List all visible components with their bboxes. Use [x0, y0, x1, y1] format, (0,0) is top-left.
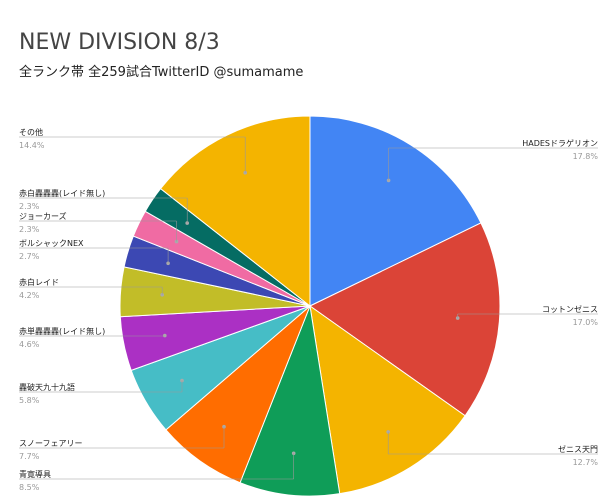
leader-dot-2 — [455, 316, 460, 320]
slice-percent-2: 17.0% — [573, 318, 599, 327]
slice-label-7: 赤単轟轟轟(レイド無し) — [19, 326, 105, 336]
pie-slice-2 — [309, 222, 501, 417]
slice-percent-12: 14.4% — [19, 141, 45, 150]
slice-percent-1: 17.8% — [573, 152, 599, 161]
slice-percent-6: 5.8% — [19, 396, 40, 405]
slice-percent-10: 2.3% — [19, 225, 40, 234]
slice-label-10: ジョーカーズ — [19, 211, 67, 221]
pie-slice-3 — [309, 304, 466, 495]
slice-label-1: HADESドラゲリオン — [522, 138, 598, 148]
pie-slice-1 — [309, 115, 482, 307]
slice-percent-9: 2.7% — [19, 252, 40, 261]
slice-percent-4: 8.5% — [19, 483, 40, 492]
slice-percent-11: 2.3% — [19, 202, 40, 211]
slice-label-9: ボルシャックNEX — [19, 239, 84, 248]
slice-label-11: 赤白轟轟轟(レイド無し) — [19, 188, 105, 198]
slice-label-6: 轟破天九十九語 — [19, 382, 75, 392]
slice-labels: HADESドラゲリオン 17.8% コットンゼニス 17.0% ゼニス天門 12.7% 青寛… — [19, 127, 598, 492]
slice-label-3: ゼニス天門 — [558, 444, 598, 454]
slice-percent-8: 4.2% — [19, 291, 40, 300]
slice-label-4: 青寛導具 — [19, 469, 51, 479]
slice-percent-5: 7.7% — [19, 452, 40, 461]
pie-slice-4 — [239, 304, 341, 497]
slice-label-2: コットンゼニス — [542, 304, 598, 314]
slice-label-8: 赤白レイド — [19, 277, 59, 287]
slice-percent-3: 12.7% — [573, 458, 599, 467]
pie-slice-5 — [165, 305, 311, 484]
slice-label-12: その他 — [19, 127, 43, 137]
pie-slices — [119, 115, 501, 497]
leader-dot-7 — [163, 333, 167, 338]
slice-label-5: スノーフェアリー — [19, 439, 83, 448]
slice-percent-7: 4.6% — [19, 340, 40, 349]
chart-title: NEW DIVISION 8/3 — [19, 30, 220, 55]
pie-slice-12 — [159, 115, 311, 308]
chart-subtitle: 全ランク帯 全259試合TwitterID @sumamame — [19, 64, 303, 80]
